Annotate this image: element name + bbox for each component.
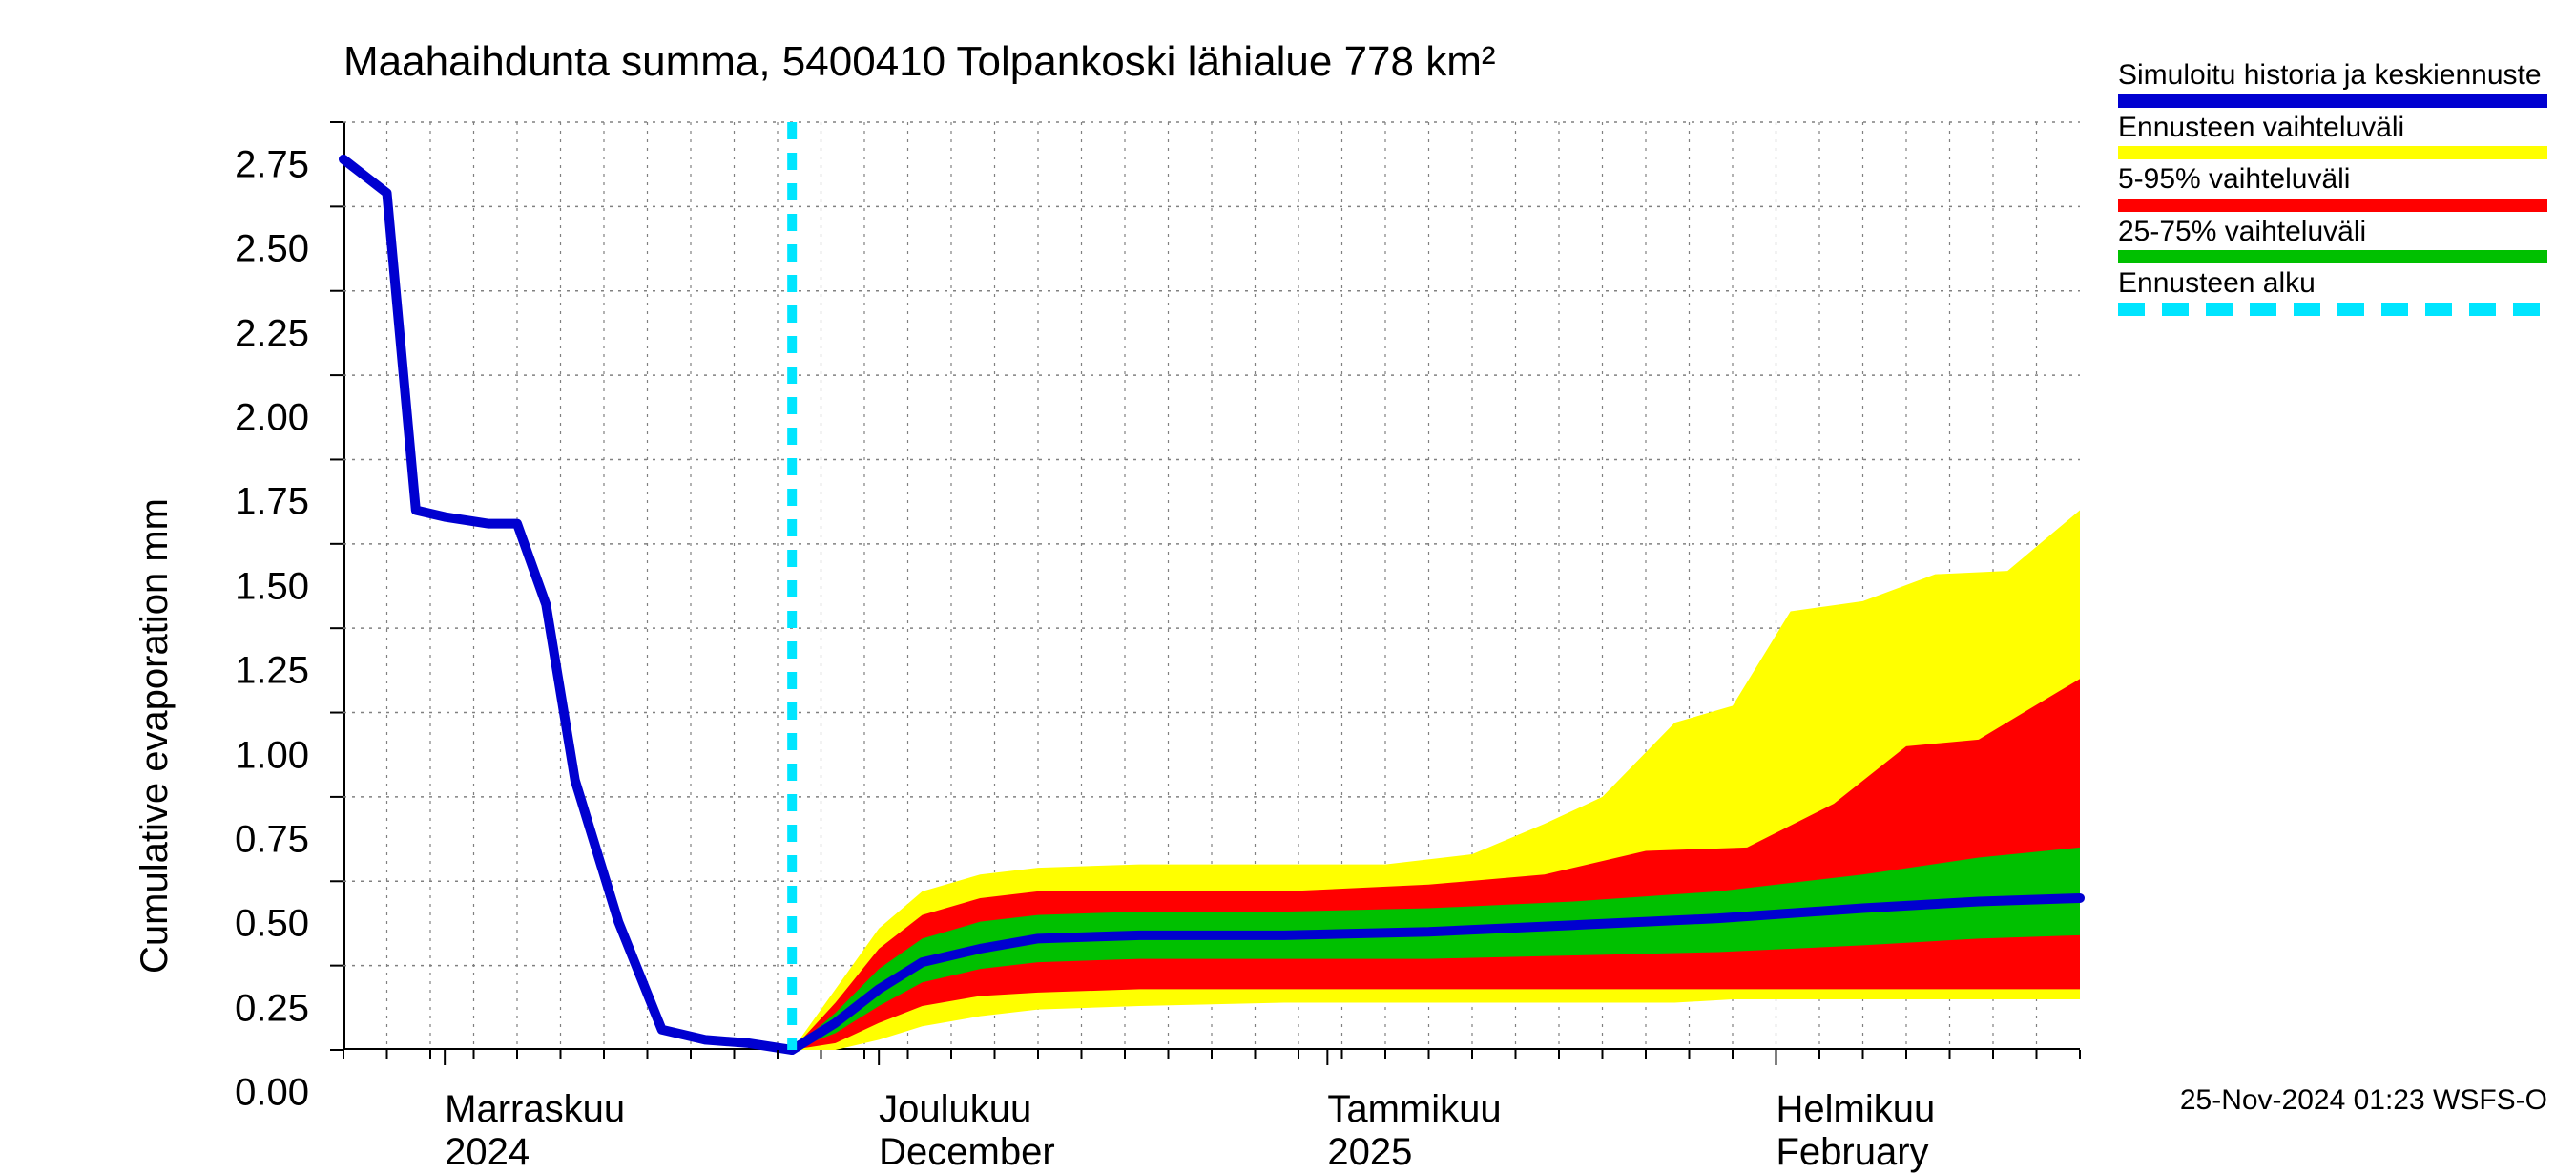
legend-item: Ennusteen alku: [2118, 267, 2547, 316]
legend-label: 5-95% vaihteluväli: [2118, 163, 2547, 197]
legend-item: Simuloitu historia ja keskiennuste: [2118, 59, 2547, 108]
legend-label: 25-75% vaihteluväli: [2118, 216, 2547, 249]
ytick-label: 2.50: [235, 228, 309, 271]
legend-swatch: [2118, 146, 2547, 159]
xtick-label: HelmikuuFebruary: [1776, 1088, 1936, 1174]
legend: Simuloitu historia ja keskiennuste Ennust…: [2118, 59, 2547, 320]
ytick-label: 2.75: [235, 144, 309, 187]
legend-label: Ennusteen vaihteluväli: [2118, 112, 2547, 145]
ytick-label: 0.50: [235, 903, 309, 946]
xtick-label: JoulukuuDecember: [879, 1088, 1055, 1174]
footer-timestamp: 25-Nov-2024 01:23 WSFS-O: [2180, 1084, 2547, 1117]
ytick-label: 0.75: [235, 818, 309, 861]
ytick-label: 1.75: [235, 481, 309, 524]
legend-label: Ennusteen alku: [2118, 267, 2547, 301]
xtick-label: Marraskuu2024: [445, 1088, 625, 1174]
chart-container: Maahaihdunta summa, 5400410 Tolpankoski …: [0, 0, 2576, 1145]
legend-label: Simuloitu historia ja keskiennuste: [2118, 59, 2547, 93]
legend-swatch: [2118, 303, 2547, 316]
legend-swatch: [2118, 199, 2547, 212]
ytick-label: 2.25: [235, 312, 309, 355]
legend-swatch: [2118, 250, 2547, 263]
legend-item: 5-95% vaihteluväli: [2118, 163, 2547, 212]
ytick-label: 1.25: [235, 650, 309, 693]
y-axis-label: Cumulative evaporation mm: [134, 498, 177, 974]
legend-swatch: [2118, 94, 2547, 108]
legend-item: Ennusteen vaihteluväli: [2118, 112, 2547, 160]
chart-title: Maahaihdunta summa, 5400410 Tolpankoski …: [343, 38, 1496, 86]
ytick-label: 2.00: [235, 397, 309, 440]
ytick-label: 0.00: [235, 1072, 309, 1115]
ytick-label: 0.25: [235, 987, 309, 1030]
ytick-label: 1.00: [235, 734, 309, 777]
legend-item: 25-75% vaihteluväli: [2118, 216, 2547, 264]
xtick-label: Tammikuu2025: [1327, 1088, 1501, 1174]
ytick-label: 1.50: [235, 565, 309, 608]
plot-svg: [343, 122, 2080, 1050]
